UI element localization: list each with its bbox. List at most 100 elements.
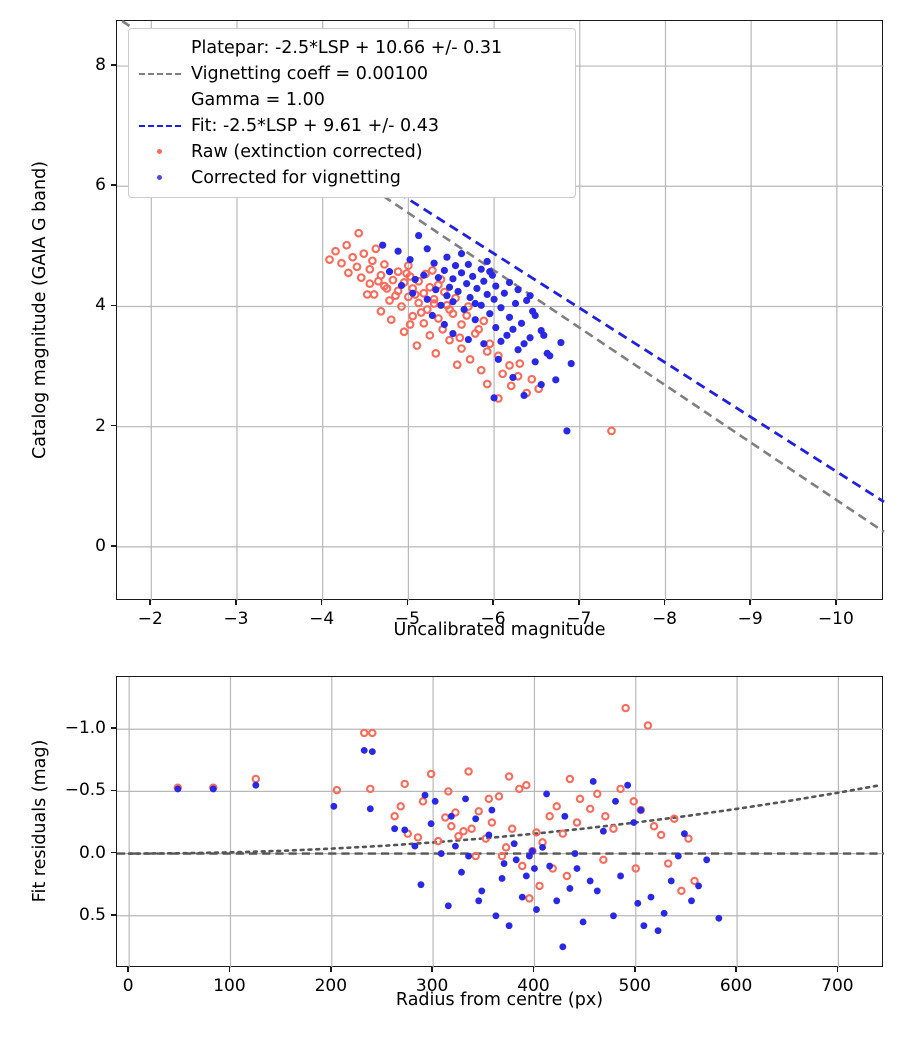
data-point <box>643 721 653 730</box>
data-point <box>514 286 522 294</box>
data-point <box>537 381 545 389</box>
y-tick-mark <box>111 727 116 730</box>
data-point <box>365 264 375 274</box>
x-tick-label: 300 <box>415 976 449 996</box>
data-point <box>451 808 460 817</box>
x-tick-mark <box>406 600 409 605</box>
data-point <box>464 260 472 269</box>
legend-item-label: Gamma = 1.00 <box>191 90 325 110</box>
data-point <box>451 262 460 270</box>
data-point <box>462 795 469 803</box>
data-point <box>630 819 638 826</box>
data-point <box>474 324 484 334</box>
x-tick-mark <box>492 600 494 605</box>
data-point <box>688 897 695 905</box>
data-point <box>352 262 362 272</box>
data-point <box>462 311 472 320</box>
data-point <box>397 281 406 290</box>
data-point <box>428 266 437 275</box>
data-point <box>515 784 524 794</box>
data-point <box>579 918 587 926</box>
data-point <box>553 897 561 905</box>
data-point <box>526 334 534 342</box>
data-point <box>457 320 466 329</box>
data-point <box>441 813 450 822</box>
data-point <box>497 304 505 312</box>
data-point <box>432 286 440 294</box>
y-tick-label: 8 <box>95 55 106 76</box>
data-point <box>599 827 607 835</box>
x-tick-label: −4 <box>309 609 335 629</box>
data-point <box>539 843 546 851</box>
data-point <box>423 245 431 253</box>
data-point <box>525 894 534 903</box>
data-point <box>616 784 625 794</box>
data-point <box>434 274 442 282</box>
y-tick-label: 0.5 <box>78 904 106 925</box>
y-tick-mark <box>111 545 116 547</box>
data-point <box>663 859 673 868</box>
data-point <box>365 279 375 289</box>
data-point <box>503 331 511 339</box>
data-point <box>545 812 554 821</box>
data-point <box>430 259 438 267</box>
data-point <box>497 337 505 345</box>
y-tick-label: −0.5 <box>64 780 106 801</box>
data-point <box>546 352 554 360</box>
data-series <box>325 228 616 436</box>
data-point <box>380 260 389 269</box>
data-point <box>402 269 412 278</box>
data-point <box>425 282 435 292</box>
data-point <box>667 877 675 885</box>
data-point <box>445 335 454 345</box>
data-point <box>342 240 352 250</box>
x-tick-label: −2 <box>137 609 163 629</box>
data-point <box>429 299 439 308</box>
data-point <box>440 320 448 329</box>
y-tick-label: 6 <box>95 175 106 196</box>
data-point <box>464 335 472 344</box>
data-point <box>471 316 479 324</box>
data-point <box>482 379 492 389</box>
data-point <box>500 860 508 867</box>
data-point <box>526 292 534 300</box>
legend-item-label: Corrected for vignetting <box>191 168 401 188</box>
data-point <box>413 833 423 842</box>
data-point <box>637 806 645 814</box>
x-tick-mark <box>577 600 580 605</box>
data-point <box>656 830 666 840</box>
data-point <box>464 767 473 776</box>
legend-item-label: Platepar: -2.5*LSP + 10.66 +/- 0.31 <box>191 38 503 58</box>
chart-legend: Platepar: -2.5*LSP + 10.66 +/- 0.31 Vigne… <box>128 28 576 198</box>
data-point <box>488 806 496 814</box>
x-tick-mark <box>836 967 839 972</box>
data-point <box>471 851 480 861</box>
data-point <box>371 244 381 254</box>
data-point <box>518 893 526 901</box>
y-tick-label: −1.0 <box>64 718 106 739</box>
data-point <box>610 912 617 920</box>
data-point <box>471 299 479 308</box>
data-point <box>396 802 405 811</box>
data-point <box>359 249 369 258</box>
data-point <box>399 327 409 337</box>
data-point <box>498 875 506 882</box>
data-point <box>376 306 386 316</box>
data-point <box>552 802 561 811</box>
data-point <box>394 247 402 255</box>
data-point <box>492 912 500 920</box>
data-point <box>366 784 375 794</box>
data-point <box>631 864 640 873</box>
data-point <box>418 797 428 806</box>
fit-residuals-canvas <box>117 677 884 968</box>
data-point <box>463 280 471 288</box>
data-point <box>443 253 451 261</box>
data-point <box>494 355 502 363</box>
data-point <box>492 323 500 332</box>
data-point <box>409 289 417 297</box>
dashed-line-swatch-icon <box>137 64 183 84</box>
data-point <box>473 284 481 293</box>
dashed-line-blue-swatch-icon <box>137 116 183 136</box>
x-tick-mark <box>663 600 666 605</box>
data-point <box>419 318 429 328</box>
